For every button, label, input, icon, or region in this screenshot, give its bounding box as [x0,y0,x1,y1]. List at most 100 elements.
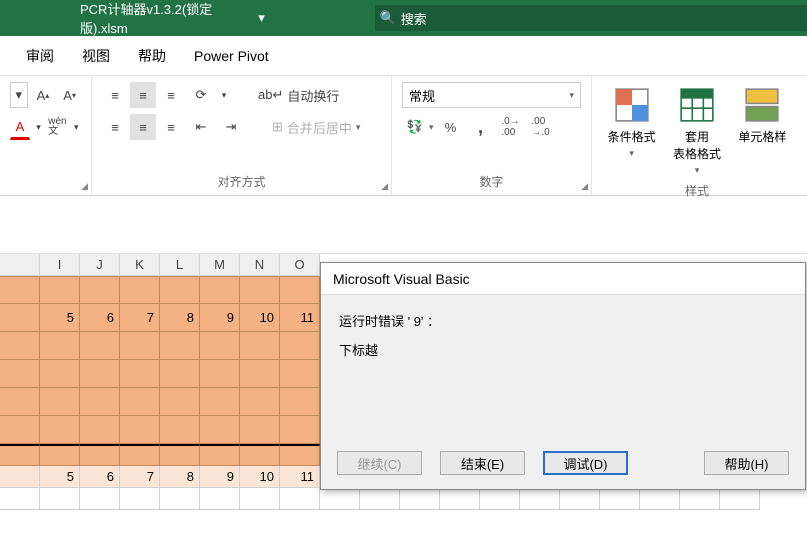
cell[interactable] [40,444,80,466]
cell[interactable] [80,332,120,360]
cell[interactable] [280,332,320,360]
percent-format-icon[interactable]: % [438,114,464,140]
cell[interactable] [0,276,40,304]
cell[interactable]: 8 [160,466,200,488]
cell[interactable]: 11 [280,466,320,488]
cell[interactable] [560,488,600,510]
cell[interactable] [120,488,160,510]
cell[interactable] [200,276,240,304]
cell[interactable]: 6 [80,466,120,488]
cell[interactable] [0,466,40,488]
cell[interactable]: 7 [120,304,160,332]
cell[interactable] [0,332,40,360]
cell[interactable]: 11 [280,304,320,332]
orientation-caret[interactable]: ▾ [218,82,230,108]
increase-decimal-icon[interactable]: .0→.00 [498,114,524,140]
align-left-icon[interactable]: ≡ [102,114,128,140]
cell[interactable] [160,444,200,466]
cell[interactable] [680,488,720,510]
cell[interactable] [40,276,80,304]
file-dropdown-caret[interactable]: ▾ [258,10,265,26]
decrease-font-icon[interactable]: A▾ [58,82,81,108]
cell[interactable] [160,276,200,304]
font-color-icon[interactable]: A [10,114,30,140]
increase-indent-icon[interactable]: ⇥ [218,114,244,140]
column-header[interactable]: M [200,254,240,275]
column-header[interactable]: L [160,254,200,275]
cell[interactable] [240,444,280,466]
cell[interactable] [240,360,280,388]
cell[interactable]: 9 [200,304,240,332]
cell[interactable] [40,416,80,444]
cell[interactable] [480,488,520,510]
cell[interactable] [280,360,320,388]
cell[interactable]: 7 [120,466,160,488]
cell[interactable] [240,332,280,360]
align-top-icon[interactable]: ≡ [102,82,128,108]
cell[interactable] [200,332,240,360]
tab-help[interactable]: 帮助 [138,46,166,66]
column-header[interactable]: J [80,254,120,275]
cell[interactable] [0,388,40,416]
align-center-icon[interactable]: ≡ [130,114,156,140]
cell[interactable] [80,488,120,510]
cell[interactable] [640,488,680,510]
column-header[interactable]: K [120,254,160,275]
cell[interactable] [160,416,200,444]
align-dialog-launcher-icon[interactable]: ◢ [381,181,388,192]
cell[interactable] [120,444,160,466]
align-bottom-icon[interactable]: ≡ [158,82,184,108]
cell[interactable] [200,444,240,466]
accounting-format-icon[interactable]: 💱 [402,114,428,140]
tab-review[interactable]: 审阅 [26,46,54,66]
cell[interactable] [160,332,200,360]
cell[interactable] [280,488,320,510]
cell[interactable] [40,488,80,510]
cell[interactable] [80,444,120,466]
column-header[interactable]: O [280,254,320,275]
font-dialog-launcher-icon[interactable]: ◢ [81,181,88,192]
decrease-decimal-icon[interactable]: .00→.0 [528,114,554,140]
cell[interactable] [200,488,240,510]
cell[interactable] [120,276,160,304]
cell[interactable]: 10 [240,466,280,488]
tab-view[interactable]: 视图 [82,46,110,66]
font-size-dropdown[interactable]: ▾ [10,82,28,108]
cell[interactable] [240,416,280,444]
comma-style-icon[interactable]: , [468,114,494,140]
cell[interactable] [0,416,40,444]
debug-button[interactable]: 调试(D) [543,451,628,475]
end-button[interactable]: 结束(E) [440,451,525,475]
cell[interactable] [280,416,320,444]
tab-power-pivot[interactable]: Power Pivot [194,48,269,64]
cell[interactable]: 5 [40,304,80,332]
search-box[interactable]: 🔍 搜索 [375,5,807,31]
cell[interactable]: 5 [40,466,80,488]
cell[interactable] [280,276,320,304]
cell[interactable] [160,388,200,416]
number-format-dropdown[interactable]: 常规 ▾ [402,82,581,108]
cell[interactable] [80,276,120,304]
cell[interactable] [120,416,160,444]
cell[interactable]: 8 [160,304,200,332]
cell[interactable]: 6 [80,304,120,332]
merge-center-button[interactable]: ⊞ 合并后居中 ▾ [266,114,366,140]
cell[interactable] [440,488,480,510]
font-color-caret[interactable]: ▾ [34,114,43,140]
cell[interactable] [0,444,40,466]
cell[interactable] [200,360,240,388]
cell[interactable] [520,488,560,510]
decrease-indent-icon[interactable]: ⇤ [188,114,214,140]
increase-font-icon[interactable]: A▴ [32,82,55,108]
cell[interactable] [0,488,40,510]
cell[interactable] [200,388,240,416]
cell-styles-button[interactable]: 单元格样 [733,82,792,180]
cell[interactable]: 10 [240,304,280,332]
cell[interactable] [200,416,240,444]
continue-button[interactable]: 继续(C) [337,451,422,475]
cell[interactable] [240,388,280,416]
cell[interactable] [600,488,640,510]
cell[interactable] [360,488,400,510]
wrap-text-button[interactable]: ab↵ 自动换行 [252,82,345,108]
column-header[interactable] [0,254,40,275]
